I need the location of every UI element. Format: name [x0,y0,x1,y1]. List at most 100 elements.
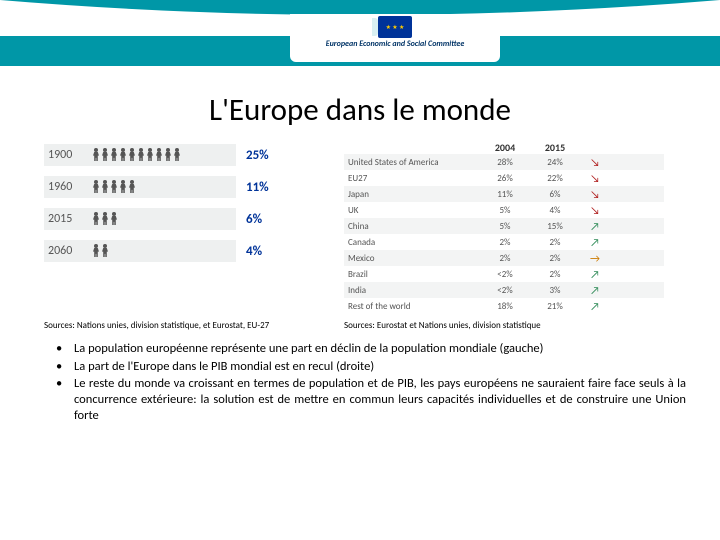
person-icon [101,148,109,162]
gdp-v04: <2% [480,269,530,280]
pop-year: 2015 [44,208,86,230]
pop-pct: 25% [236,148,280,163]
person-icon [119,148,127,162]
gdp-v15: 4% [530,205,580,216]
population-chart: 1900 25% 1960 11% 2015 6% 2060 4% [44,141,304,314]
gdp-v15: 2% [530,253,580,264]
page-title: L'Europe dans le monde [0,91,720,129]
gdp-name: India [344,285,480,296]
gdp-v15: 24% [530,157,580,168]
gdp-table: 20042015United States of America28%24%↘E… [344,141,664,314]
gdp-v04: 18% [480,301,530,312]
gdp-row: EU2726%22%↘ [344,170,664,186]
pop-figures [86,208,236,230]
person-icon [146,148,154,162]
pop-row: 1900 25% [44,141,304,169]
gdp-v15: 3% [530,285,580,296]
pop-year: 1900 [44,144,86,166]
gdp-v04: 2% [480,237,530,248]
gdp-v15: 6% [530,189,580,200]
trend-icon: ↘ [580,188,610,201]
gdp-row: Rest of the world18%21%↗ [344,298,664,314]
gdp-name: China [344,221,480,232]
person-icon [92,212,100,226]
source-right: Sources: Eurostat et Nations unies, divi… [344,320,664,331]
gdp-v04: 26% [480,173,530,184]
gdp-v04: 11% [480,189,530,200]
person-icon [155,148,163,162]
person-icon [101,244,109,258]
pop-year: 1960 [44,176,86,198]
trend-icon: → [580,252,610,265]
gdp-v04: 2% [480,253,530,264]
header-logo: ★ ★ ★ European Economic and Social Commi… [290,14,500,62]
gdp-row: Canada2%2%↗ [344,234,664,250]
eu-flag-icon: ★ ★ ★ [378,16,412,38]
gdp-name: UK [344,205,480,216]
gdp-name: Mexico [344,253,480,264]
person-icon [110,212,118,226]
gdp-row: Mexico2%2%→ [344,250,664,266]
sources: Sources: Nations unies, division statist… [0,314,720,331]
pop-row: 2015 6% [44,205,304,233]
pop-figures [86,144,236,166]
gdp-v15: 2% [530,269,580,280]
gdp-name: Brazil [344,269,480,280]
gdp-row: China5%15%↗ [344,218,664,234]
gdp-row: Brazil<2%2%↗ [344,266,664,282]
bullet-item: Le reste du monde va croissant en termes… [50,376,686,423]
charts-region: 190025%196011%20156%20604% 20042015Unite… [0,141,720,314]
gdp-row: UK5%4%↘ [344,202,664,218]
pop-year: 2060 [44,240,86,262]
trend-icon: ↘ [580,172,610,185]
person-icon [92,148,100,162]
person-icon [173,148,181,162]
person-icon [128,180,136,194]
person-icon [92,180,100,194]
gdp-name: United States of America [344,157,480,168]
gdp-v04: <2% [480,285,530,296]
col-2015: 2015 [530,141,580,154]
bullet-item: La part de l'Europe dans le PIB mondial … [50,359,686,375]
person-icon [110,148,118,162]
trend-icon: ↗ [580,220,610,233]
pop-figures [86,240,236,262]
pop-row: 2060 4% [44,237,304,265]
gdp-v15: 21% [530,301,580,312]
gdp-name: Japan [344,189,480,200]
gdp-v04: 5% [480,205,530,216]
pop-pct: 11% [236,180,280,195]
pop-row: 1960 11% [44,173,304,201]
person-icon [164,148,172,162]
trend-icon: ↗ [580,236,610,249]
gdp-name: EU27 [344,173,480,184]
logo-text: European Economic and Social Committee [326,39,465,49]
gdp-v15: 15% [530,221,580,232]
gdp-row: India<2%3%↗ [344,282,664,298]
person-icon [92,244,100,258]
col-2004: 2004 [480,141,530,154]
bullet-list: La population européenne représente une … [0,331,720,423]
person-icon [101,180,109,194]
gdp-v15: 22% [530,173,580,184]
gdp-name: Rest of the world [344,301,480,312]
pop-pct: 4% [236,244,280,259]
gdp-name: Canada [344,237,480,248]
person-icon [101,212,109,226]
person-icon [128,148,136,162]
person-icon [119,180,127,194]
trend-icon: ↗ [580,268,610,281]
bullet-item: La population européenne représente une … [50,341,686,357]
gdp-v04: 28% [480,157,530,168]
pop-figures [86,176,236,198]
pop-pct: 6% [236,212,280,227]
gdp-header: 20042015 [344,141,664,154]
trend-icon: ↗ [580,300,610,313]
gdp-v04: 5% [480,221,530,232]
trend-icon: ↗ [580,284,610,297]
person-icon [137,148,145,162]
person-icon [110,180,118,194]
gdp-row: United States of America28%24%↘ [344,154,664,170]
gdp-row: Japan11%6%↘ [344,186,664,202]
trend-icon: ↘ [580,204,610,217]
